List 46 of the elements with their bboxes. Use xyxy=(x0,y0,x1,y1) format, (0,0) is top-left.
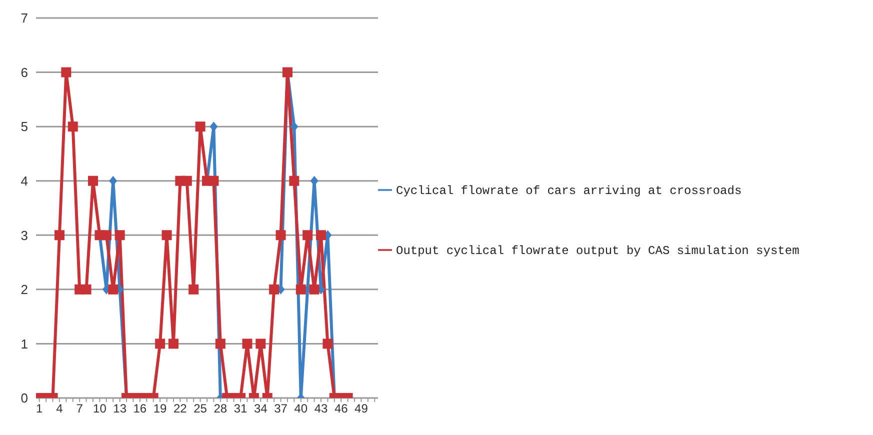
y-tick-label: 3 xyxy=(20,228,28,243)
point xyxy=(302,230,313,240)
x-tick-label: 4 xyxy=(56,402,64,416)
y-tick-label: 6 xyxy=(20,64,28,80)
x-tick-label: 22 xyxy=(173,402,188,416)
point xyxy=(309,284,320,294)
x-tick-label: 34 xyxy=(254,402,268,416)
point xyxy=(162,230,172,240)
x-tick-label: 46 xyxy=(334,402,348,416)
x-tick-label: 16 xyxy=(133,402,147,416)
point xyxy=(182,176,192,186)
legend-label: Output cyclical flowrate output by CAS simulation system xyxy=(396,244,800,258)
y-tick-label: 0 xyxy=(20,390,28,406)
y-tick-label: 2 xyxy=(20,282,28,298)
point xyxy=(195,122,206,132)
x-tick-label: 31 xyxy=(234,402,248,416)
y-tick-label: 1 xyxy=(20,336,28,352)
x-tick-label: 28 xyxy=(214,402,228,416)
x-tick-label: 13 xyxy=(113,402,127,416)
x-tick-label: 10 xyxy=(93,402,107,416)
x-tick-label: 1 xyxy=(36,402,44,416)
x-tick-label: 25 xyxy=(194,402,208,416)
point xyxy=(296,284,306,294)
y-tick-label: 5 xyxy=(20,119,28,134)
point xyxy=(81,284,92,294)
y-tick-label: 7 xyxy=(20,10,28,26)
point xyxy=(208,176,219,186)
x-tick-label: 19 xyxy=(153,402,168,416)
point xyxy=(316,230,326,240)
point xyxy=(88,176,98,186)
point xyxy=(276,230,286,240)
point xyxy=(114,230,125,240)
x-tick-label: 7 xyxy=(76,402,84,416)
x-tick-label: 49 xyxy=(354,402,368,416)
point xyxy=(289,176,300,186)
legend-label: Cyclical flowrate of cars arriving at crossroads xyxy=(396,184,742,198)
point xyxy=(101,230,112,240)
point xyxy=(68,122,78,132)
x-tick-label: 37 xyxy=(274,402,288,416)
point xyxy=(108,284,118,294)
point xyxy=(54,230,64,240)
x-tick-label: 40 xyxy=(294,402,308,416)
x-tick-label: 43 xyxy=(314,402,328,416)
point xyxy=(188,284,199,294)
point xyxy=(61,67,72,78)
y-tick-label: 4 xyxy=(20,173,28,188)
